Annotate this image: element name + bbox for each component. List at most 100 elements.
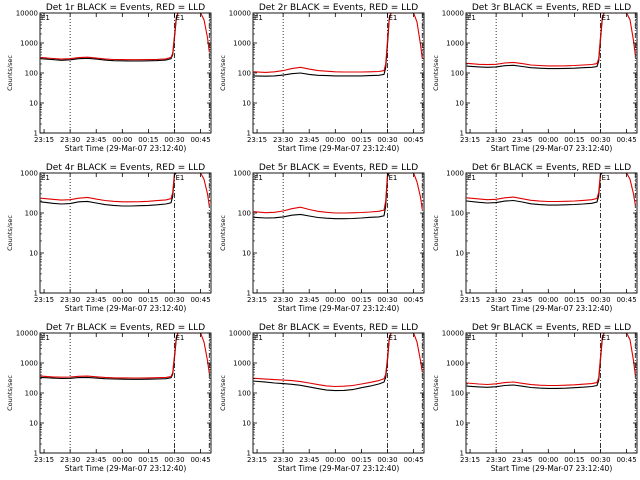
plot-frame [465, 332, 638, 454]
x-tick-label: 23:45 [86, 136, 106, 144]
series-events-line [253, 173, 391, 220]
x-tick-label: 00:45 [403, 136, 423, 144]
x-tick-label: 00:30 [164, 136, 184, 144]
x-axis-label: Start Time (29-Mar-07 23:12:40) [65, 464, 187, 473]
x-tick-label: 23:45 [86, 296, 106, 304]
corner-annotation: E1 [467, 14, 476, 22]
y-tick-label: 1 [247, 130, 251, 138]
panel-title: Det 8r BLACK = Events, RED = LLD [259, 323, 418, 333]
x-tick-label: 23:15 [34, 456, 54, 464]
panel-title: Det 4r BLACK = Events, RED = LLD [46, 163, 205, 173]
event-annotation: E1 [388, 174, 397, 182]
x-tick-label: 00:45 [190, 136, 210, 144]
y-tick-label: 1000 [233, 40, 251, 48]
plot-frame [39, 332, 212, 454]
x-tick-label: 23:45 [86, 456, 106, 464]
series-lld-line [253, 333, 423, 388]
x-tick-label: 00:00 [538, 456, 558, 464]
x-tick-label: 00:30 [590, 136, 610, 144]
y-tick-label: 10000 [16, 10, 38, 18]
plot-frame [465, 172, 638, 294]
y-axis-label: Counts/sec [219, 375, 227, 411]
corner-annotation: E1 [41, 14, 50, 22]
corner-annotation: E1 [254, 334, 263, 342]
panel-title: Det 6r BLACK = Events, RED = LLD [472, 163, 631, 173]
series-lld-line [466, 173, 636, 205]
x-tick-label: 00:15 [351, 136, 371, 144]
panel-det-4: Det 4r BLACK = Events, RED = LLD 1 10 100 10… [6, 163, 212, 313]
x-tick-label: 00:30 [590, 456, 610, 464]
y-tick-label: 10 [242, 420, 251, 428]
y-axis-label: Counts/sec [6, 215, 14, 251]
x-tick-label: 23:15 [247, 136, 267, 144]
y-tick-label: 10 [29, 100, 38, 108]
x-tick-label: 00:30 [377, 456, 397, 464]
y-tick-label: 100 [25, 390, 38, 398]
x-axis-label: Start Time (29-Mar-07 23:12:40) [65, 144, 187, 153]
x-tick-label: 00:15 [564, 456, 584, 464]
panel-det-1: Det 1r BLACK = Events, RED = LLD 1 10 100 10… [6, 3, 212, 153]
plot-frame [39, 172, 212, 294]
y-axis-label: Counts/sec [432, 215, 440, 251]
panel-det-9: Det 9r BLACK = Events, RED = LLD 1 10 100 10… [432, 323, 638, 473]
x-tick-label: 23:45 [299, 136, 319, 144]
y-tick-label: 10 [455, 420, 464, 428]
panel-title: Det 7r BLACK = Events, RED = LLD [46, 323, 205, 333]
series-events-line [466, 333, 605, 389]
event-annotation: E1 [388, 334, 397, 342]
x-tick-label: 23:15 [247, 456, 267, 464]
panel-det-3: Det 3r BLACK = Events, RED = LLD 1 10 100 10… [432, 3, 638, 153]
x-tick-label: 00:00 [112, 296, 132, 304]
x-tick-label: 23:45 [299, 456, 319, 464]
x-tick-label: 23:15 [460, 296, 480, 304]
x-axis-label: Start Time (29-Mar-07 23:12:40) [278, 304, 400, 313]
x-tick-label: 00:15 [138, 296, 158, 304]
plot-frame [252, 12, 425, 134]
y-tick-label: 10000 [442, 10, 464, 18]
x-tick-label: 23:15 [247, 296, 267, 304]
event-annotation: E1 [601, 334, 610, 342]
x-tick-label: 00:45 [190, 296, 210, 304]
panel-det-5: Det 5r BLACK = Events, RED = LLD 1 10 100 10… [219, 163, 425, 313]
corner-annotation: E1 [467, 174, 476, 182]
x-tick-label: 00:45 [616, 136, 636, 144]
x-tick-label: 00:00 [538, 296, 558, 304]
x-tick-label: 23:30 [273, 296, 293, 304]
x-tick-label: 00:45 [403, 296, 423, 304]
y-tick-label: 1 [247, 450, 251, 458]
y-tick-label: 1 [247, 290, 251, 298]
y-tick-label: 100 [238, 390, 251, 398]
x-tick-label: 00:00 [538, 136, 558, 144]
x-tick-label: 23:45 [299, 296, 319, 304]
plot-frame [252, 172, 425, 294]
plot-frame [39, 12, 212, 134]
x-tick-label: 23:15 [34, 136, 54, 144]
event-annotation: E1 [601, 174, 610, 182]
panel-title: Det 1r BLACK = Events, RED = LLD [46, 3, 205, 13]
x-tick-label: 23:30 [273, 456, 293, 464]
series-lld-line [466, 13, 636, 67]
x-tick-label: 00:30 [164, 296, 184, 304]
x-tick-label: 00:15 [138, 136, 158, 144]
plot-frame [465, 12, 638, 134]
y-tick-label: 100 [238, 70, 251, 78]
panel-det-7: Det 7r BLACK = Events, RED = LLD 1 10 100 10… [6, 323, 212, 473]
y-tick-label: 10 [455, 250, 464, 258]
x-tick-label: 00:30 [377, 136, 397, 144]
y-tick-label: 1000 [446, 170, 464, 178]
series-events-line [40, 13, 179, 62]
y-tick-label: 1 [460, 130, 464, 138]
y-tick-label: 100 [451, 210, 464, 218]
event-annotation: E1 [388, 14, 397, 22]
x-axis-label: Start Time (29-Mar-07 23:12:40) [278, 144, 400, 153]
y-tick-label: 10000 [16, 330, 38, 338]
corner-annotation: E1 [254, 174, 263, 182]
panel-title: Det 5r BLACK = Events, RED = LLD [259, 163, 418, 173]
x-tick-label: 00:15 [138, 456, 158, 464]
y-tick-label: 100 [451, 390, 464, 398]
series-lld-line [253, 173, 423, 214]
y-tick-label: 100 [451, 70, 464, 78]
x-tick-label: 00:00 [325, 136, 345, 144]
y-tick-label: 1000 [20, 360, 38, 368]
series-lld-line [253, 13, 423, 73]
